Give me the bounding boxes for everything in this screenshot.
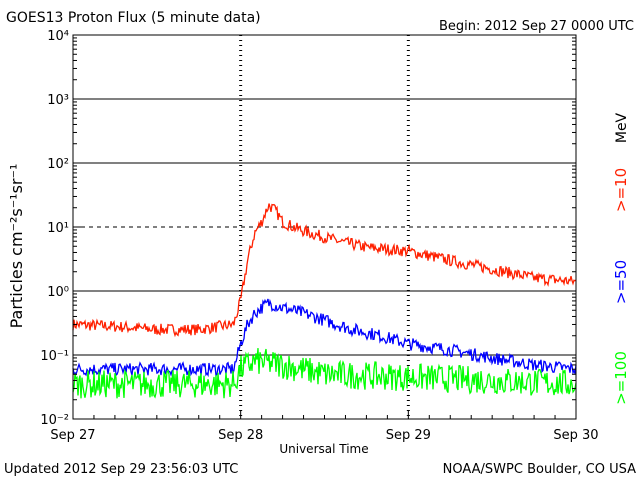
chart-title: GOES13 Proton Flux (5 minute data)	[6, 10, 261, 26]
series-line-100mev	[72, 348, 577, 399]
y-tick-label: 10⁴	[47, 29, 69, 44]
x-tick-label: Sep 29	[386, 428, 431, 443]
legend: >=10 >=50 >=100	[612, 168, 630, 405]
y-tick-label: 10⁻²	[40, 413, 69, 428]
legend-label-50mev: >=50	[612, 260, 630, 304]
legend-label-100mev: >=100	[612, 351, 630, 405]
begin-time: Begin: 2012 Sep 27 0000 UTC	[439, 19, 634, 34]
x-tick-label: Sep 28	[218, 428, 263, 443]
grid-lines	[73, 35, 576, 419]
x-tick-label: Sep 30	[553, 428, 598, 443]
updated-time: Updated 2012 Sep 29 23:56:03 UTC	[4, 462, 238, 477]
y-tick-label: 10¹	[47, 221, 69, 236]
series-line-10mev	[72, 203, 577, 338]
legend-label-10mev: >=10	[612, 168, 630, 212]
y-tick-label: 10⁻¹	[40, 349, 69, 364]
energy-unit: MeV	[614, 112, 630, 143]
x-axis-ticks: Sep 27 Sep 28 Sep 29 Sep 30	[50, 411, 599, 443]
y-tick-label: 10³	[47, 93, 69, 108]
y-axis-ticks: 10⁻² 10⁻¹ 10⁰ 10¹ 10² 10³ 10⁴	[40, 29, 576, 428]
y-tick-label: 10²	[47, 157, 69, 172]
data-series	[72, 203, 577, 399]
y-tick-label: 10⁰	[47, 285, 69, 300]
series-line-50mev	[72, 298, 577, 378]
credit-text: NOAA/SWPC Boulder, CO USA	[443, 462, 636, 477]
y-axis-label: Particles cm⁻²s⁻¹sr⁻¹	[7, 164, 26, 329]
x-tick-label: Sep 27	[50, 428, 95, 443]
x-axis-label: Universal Time	[279, 442, 368, 456]
